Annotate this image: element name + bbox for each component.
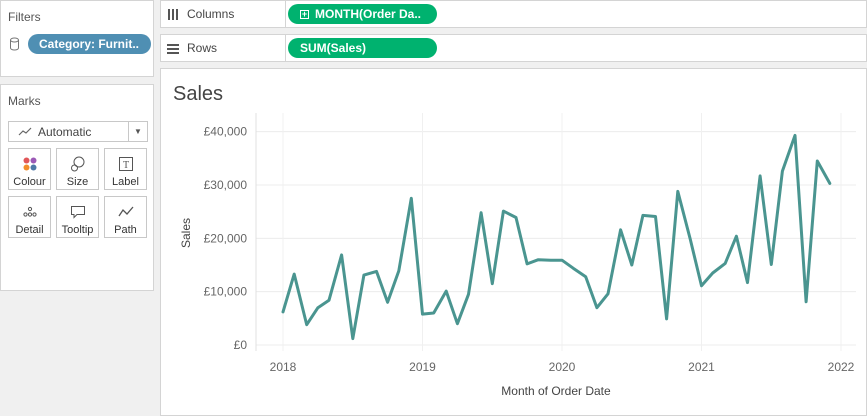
line-mark-icon (18, 127, 32, 135)
colour-icon (22, 154, 38, 174)
size-button[interactable]: Size (56, 148, 99, 190)
chevron-down-icon[interactable]: ▼ (134, 127, 142, 136)
colour-label: Colour (13, 176, 46, 188)
category-filter-pill[interactable]: Category: Furnit.. (28, 34, 152, 54)
label-button[interactable]: T Label (104, 148, 147, 190)
chart-title: Sales (173, 83, 224, 105)
y-tick-label: £0 (234, 338, 248, 352)
y-tick-label: £40,000 (204, 125, 248, 139)
label-icon: T (118, 154, 133, 174)
rows-shelf-label: Rows (167, 35, 217, 61)
colour-button[interactable]: Colour (8, 148, 51, 190)
size-icon (70, 154, 86, 174)
columns-label-text: Columns (187, 7, 235, 21)
tooltip-label: Tooltip (61, 224, 94, 236)
detail-button[interactable]: Detail (8, 196, 51, 238)
columns-shelf-label: Columns (167, 1, 234, 27)
detail-icon (22, 202, 38, 222)
x-tick-label: 2022 (828, 360, 855, 374)
path-icon (117, 202, 134, 222)
path-button[interactable]: Path (104, 196, 147, 238)
sales-line-chart: £0 £10,000 £20,000 £30,000 £40,000 2018 2019 20… (179, 113, 856, 398)
y-tick-label: £20,000 (204, 231, 248, 245)
tooltip-icon (70, 202, 86, 222)
rows-label-text: Rows (187, 41, 218, 55)
rows-pill-text: SUM(Sales) (300, 41, 367, 55)
database-icon (10, 37, 19, 51)
path-label: Path (114, 224, 137, 236)
filters-title: Filters (8, 10, 41, 24)
y-tick-label: £30,000 (204, 178, 248, 192)
marks-title: Marks (8, 94, 41, 108)
rows-icon (167, 43, 179, 54)
columns-pill-text: MONTH(Order Da.. (315, 7, 422, 21)
x-tick-label: 2018 (270, 360, 297, 374)
mark-type-select[interactable]: Automatic ▼ (8, 121, 148, 142)
filter-row: Category: Furnit.. (9, 34, 152, 54)
x-tick-label: 2021 (688, 360, 715, 374)
x-tick-label: 2019 (409, 360, 436, 374)
marks-panel: Marks Automatic ▼ Colour Size (0, 84, 154, 291)
size-label: Size (66, 176, 89, 188)
chart-area: Sales £0 £10,000 £20,000 £30,000 £40,000 2018… (160, 68, 867, 416)
columns-shelf: Columns + MONTH(Order Da.. (160, 0, 867, 28)
detail-label: Detail (15, 224, 44, 236)
columns-icon (168, 8, 178, 20)
tooltip-button[interactable]: Tooltip (56, 196, 99, 238)
filters-panel: Filters Category: Furnit.. (0, 0, 154, 77)
mark-type-value: Automatic (38, 124, 92, 139)
sales-series-line (281, 133, 832, 341)
label-label: Label (112, 176, 139, 188)
rows-shelf: Rows SUM(Sales) (160, 34, 867, 62)
expand-plus-icon[interactable]: + (300, 8, 309, 19)
y-tick-label: £10,000 (204, 285, 248, 299)
x-axis-label: Month of Order Date (501, 384, 611, 398)
x-tick-label: 2020 (549, 360, 576, 374)
svg-text:T: T (122, 160, 128, 171)
rows-pill[interactable]: SUM(Sales) (288, 38, 437, 58)
y-axis-label: Sales (179, 218, 193, 248)
columns-pill[interactable]: + MONTH(Order Da.. (288, 4, 437, 24)
